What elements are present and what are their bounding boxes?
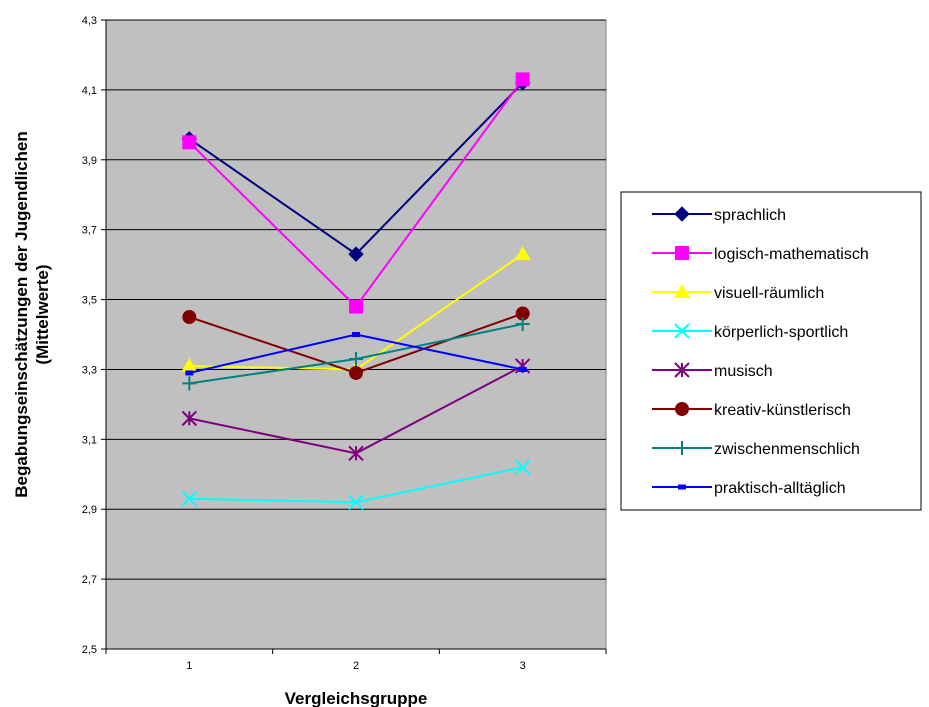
- data-point: [674, 362, 690, 378]
- legend-item: zwischenmenschlich: [652, 441, 860, 458]
- y-tick-label: 3,3: [82, 364, 97, 376]
- legend-box: [620, 191, 922, 511]
- y-axis-title: Begabungseinschätzungen der Jugendlichen…: [12, 131, 52, 498]
- data-point: [514, 459, 531, 475]
- data-point: [678, 484, 686, 490]
- x-tick-label: 3: [520, 660, 526, 672]
- legend-label: praktisch-alltäglich: [714, 480, 846, 497]
- data-point: [348, 246, 364, 262]
- legend-label: visuell-räumlich: [714, 285, 824, 302]
- data-point: [182, 135, 197, 150]
- series-praktisch-alltäglich: [185, 332, 527, 376]
- y-tick-label: 2,5: [82, 644, 97, 656]
- legend-item: logisch-mathematisch: [652, 246, 869, 263]
- data-point: [181, 410, 198, 427]
- legend-label: logisch-mathematisch: [714, 246, 869, 263]
- y-axis-ticks: 2,5 2,7 2,9 3,1 3,3 3,5 3,7 3,9 4,1 4,3: [82, 15, 106, 656]
- axes: [105, 20, 606, 650]
- data-point: [349, 365, 363, 380]
- y-tick-label: 4,3: [82, 15, 97, 27]
- y-axis-title-line1: Begabungseinschätzungen der Jugendlichen: [12, 131, 31, 498]
- data-point: [349, 351, 363, 366]
- legend-label: körperlich-sportlich: [714, 324, 848, 341]
- legend-item: musisch: [652, 362, 773, 380]
- data-point: [674, 206, 690, 222]
- y-tick-label: 3,7: [82, 225, 97, 237]
- data-point: [185, 370, 194, 376]
- data-point: [515, 306, 530, 321]
- data-point: [515, 72, 530, 87]
- x-axis-ticks: 1 2 3: [105, 649, 607, 672]
- legend-item: sprachlich: [652, 206, 786, 224]
- data-point: [348, 494, 364, 510]
- data-point: [348, 445, 364, 462]
- y-tick-label: 2,7: [82, 574, 97, 586]
- y-axis-title-line2: (Mittelwerte): [33, 264, 52, 364]
- legend-item: kreativ-künstlerisch: [652, 402, 851, 419]
- y-tick-label: 3,5: [82, 295, 97, 307]
- data-point: [181, 491, 198, 507]
- data-point: [674, 323, 690, 339]
- data-point: [675, 246, 689, 260]
- legend-item: visuell-räumlich: [652, 284, 824, 302]
- data-point: [181, 357, 198, 372]
- x-tick-label: 1: [186, 660, 192, 672]
- y-tick-label: 3,9: [82, 155, 97, 167]
- x-axis-title: Vergleichsgruppe: [285, 689, 428, 707]
- series-lines: [181, 72, 531, 510]
- data-point: [514, 246, 531, 261]
- legend-label: sprachlich: [714, 207, 786, 224]
- series-kreativ-künstlerisch: [182, 306, 530, 380]
- legend: sprachlich logisch-mathematisch visuell-rä…: [620, 191, 922, 511]
- x-tick-label: 2: [353, 660, 359, 672]
- data-point: [674, 284, 690, 298]
- series-musisch: [181, 358, 531, 462]
- series-logisch-mathematisch: [182, 72, 530, 314]
- y-tick-label: 4,1: [82, 85, 97, 97]
- legend-label: kreativ-künstlerisch: [714, 402, 851, 419]
- data-point: [182, 310, 197, 325]
- data-point: [675, 402, 689, 416]
- data-point: [675, 441, 689, 455]
- series-zwischenmenschlich: [182, 317, 530, 391]
- data-point: [349, 299, 363, 314]
- data-point: [518, 366, 527, 372]
- grid-lines: [106, 19, 606, 580]
- data-point: [352, 332, 360, 337]
- legend-label: zwischenmenschlich: [714, 441, 860, 458]
- y-tick-label: 2,9: [82, 504, 97, 516]
- legend-item: körperlich-sportlich: [652, 323, 848, 341]
- y-tick-label: 3,1: [82, 434, 97, 446]
- legend-item: praktisch-alltäglich: [652, 480, 846, 497]
- legend-label: musisch: [714, 363, 773, 380]
- data-point: [182, 376, 197, 391]
- data-point: [515, 317, 530, 332]
- series-körperlich-sportlich: [181, 459, 531, 510]
